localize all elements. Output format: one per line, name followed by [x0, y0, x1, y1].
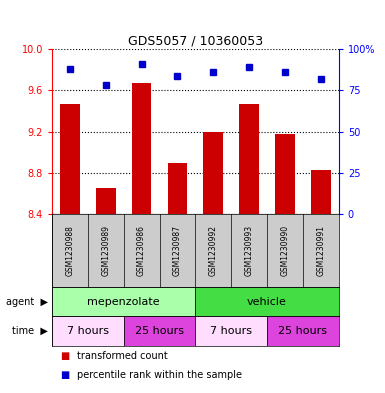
Text: GSM1230987: GSM1230987: [173, 225, 182, 276]
Bar: [132, 83, 151, 214]
Bar: [203, 132, 223, 214]
Bar: [275, 134, 295, 214]
Bar: [52, 316, 124, 346]
Bar: [52, 287, 195, 316]
Text: GSM1230991: GSM1230991: [316, 225, 325, 276]
Bar: [239, 104, 259, 214]
Text: GSM1230993: GSM1230993: [244, 225, 254, 276]
Bar: [60, 104, 80, 214]
Text: 7 hours: 7 hours: [210, 326, 252, 336]
Title: GDS5057 / 10360053: GDS5057 / 10360053: [128, 35, 263, 48]
Text: percentile rank within the sample: percentile rank within the sample: [77, 370, 242, 380]
Bar: [96, 188, 115, 214]
Text: 25 hours: 25 hours: [135, 326, 184, 336]
Text: ■: ■: [60, 370, 69, 380]
Text: GSM1230988: GSM1230988: [65, 225, 74, 276]
Text: GSM1230986: GSM1230986: [137, 225, 146, 276]
Text: vehicle: vehicle: [247, 297, 287, 307]
Bar: [167, 163, 187, 214]
Bar: [267, 316, 339, 346]
Text: ■: ■: [60, 351, 69, 361]
Text: agent  ▶: agent ▶: [6, 297, 48, 307]
Text: 7 hours: 7 hours: [67, 326, 109, 336]
Bar: [124, 316, 195, 346]
Bar: [311, 170, 331, 214]
Text: GSM1230989: GSM1230989: [101, 225, 110, 276]
Text: GSM1230990: GSM1230990: [281, 225, 290, 276]
Bar: [195, 287, 339, 316]
Text: time  ▶: time ▶: [12, 326, 48, 336]
Bar: [195, 316, 267, 346]
Text: transformed count: transformed count: [77, 351, 168, 361]
Text: mepenzolate: mepenzolate: [87, 297, 160, 307]
Text: 25 hours: 25 hours: [278, 326, 328, 336]
Text: GSM1230992: GSM1230992: [209, 225, 218, 276]
